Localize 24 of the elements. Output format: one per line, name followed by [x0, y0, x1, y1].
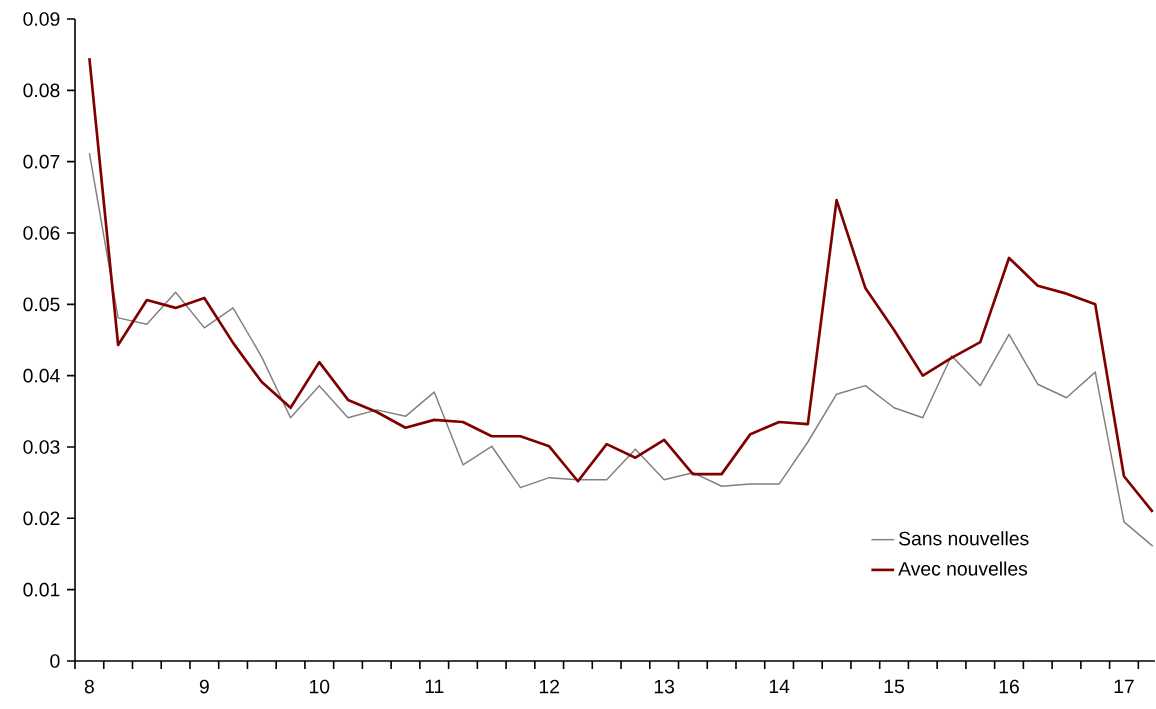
x-tick-label: 10 [310, 679, 330, 694]
legend-label: Avec nouvelles [898, 561, 1028, 576]
x-tick-label: 13 [654, 679, 675, 694]
y-tick-label: 0.07 [23, 154, 60, 169]
x-tick-label: 15 [884, 679, 905, 694]
x-tick-label: 12 [539, 679, 559, 694]
line-series [88, 56, 1155, 514]
x-tick-label: 14 [769, 679, 790, 693]
y-tick-label: 0.02 [23, 511, 60, 526]
x-tick-label: 16 [999, 679, 1019, 694]
legend-label: Sans nouvelles [899, 531, 1029, 546]
x-tick-label: 17 [1114, 679, 1134, 693]
y-tick-label: 0.08 [23, 83, 60, 98]
x-tick-label: 9 [199, 679, 209, 694]
y-tick-label: 0.04 [23, 368, 60, 383]
line-series [88, 152, 1154, 547]
y-tick-label: 0.05 [23, 297, 60, 312]
x-tick-label: 11 [425, 679, 444, 693]
y-tick-label: 0.03 [23, 440, 60, 454]
y-tick-label: 0.01 [23, 582, 60, 597]
x-tick-label: 8 [84, 679, 94, 694]
y-tick-label: 0.09 [23, 12, 60, 26]
y-tick-label: 0.06 [23, 226, 60, 240]
y-tick-label: 0 [50, 654, 60, 668]
